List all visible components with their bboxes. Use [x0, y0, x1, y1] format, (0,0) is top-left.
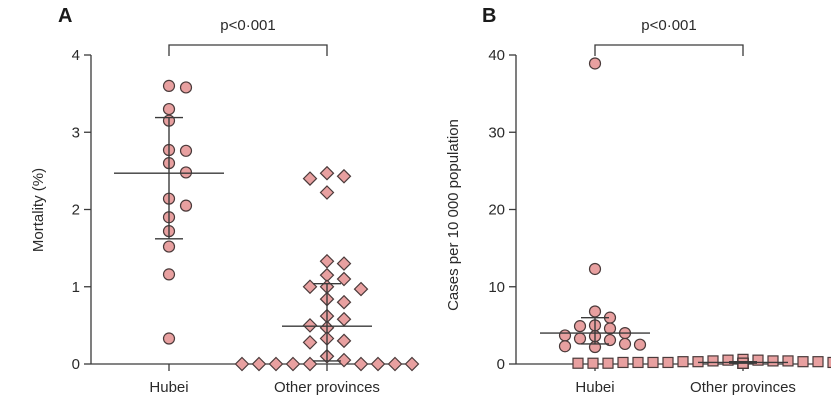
y-axis-title: Mortality (%)	[30, 168, 47, 252]
data-point	[234, 356, 250, 372]
significance-bracket	[168, 44, 328, 56]
data-point	[162, 79, 176, 93]
data-point	[797, 356, 809, 368]
y-tick-label: 0	[497, 356, 505, 373]
panel-a: A 0 1 2 3 4 Mortality (%) Hubei Other provinces p…	[30, 5, 420, 396]
data-point	[752, 354, 764, 366]
panel-letter: B	[482, 5, 496, 27]
data-point	[336, 333, 352, 349]
data-point	[602, 357, 614, 369]
data-point	[677, 356, 689, 368]
data-point	[603, 322, 617, 335]
data-point	[558, 329, 572, 342]
data-point	[573, 332, 587, 345]
data-point	[587, 357, 599, 369]
y-tick-label: 0	[72, 356, 80, 373]
data-point	[588, 305, 602, 318]
x-tick-label: Hubei	[149, 379, 188, 396]
data-point	[268, 356, 284, 372]
y-tick-label: 3	[72, 124, 80, 141]
y-tick-label: 1	[72, 279, 80, 296]
y-tick-label: 10	[488, 279, 505, 296]
y-tick-label: 4	[72, 47, 80, 64]
y-tick-label: 30	[488, 124, 505, 141]
data-point	[336, 294, 352, 310]
data-point	[632, 356, 644, 369]
data-point	[251, 356, 267, 372]
x-tick-label: Other provinces	[690, 379, 796, 396]
data-point	[558, 340, 572, 353]
data-point	[692, 356, 704, 368]
data-point	[162, 268, 176, 281]
data-point	[302, 335, 318, 350]
data-point	[179, 199, 193, 212]
data-point	[336, 168, 352, 184]
data-point	[162, 240, 176, 253]
panel-b: B 0 10 20 30 40 Cases per 10 000 population Hub…	[445, 5, 831, 396]
data-point	[827, 356, 831, 369]
significance-label: p<0·001	[641, 17, 696, 34]
data-point	[179, 144, 193, 157]
data-point	[336, 271, 352, 287]
data-point	[319, 185, 335, 200]
data-point	[782, 355, 794, 367]
data-point	[302, 356, 318, 372]
y-tick-label: 2	[72, 202, 80, 219]
y-tick-label: 20	[488, 202, 505, 219]
x-tick-label: Hubei	[575, 379, 614, 396]
data-point	[353, 356, 369, 372]
data-point	[588, 57, 602, 70]
data-point	[812, 356, 824, 368]
data-point	[603, 333, 617, 347]
y-tick-label: 40	[488, 47, 505, 64]
data-point	[302, 171, 318, 186]
data-point	[302, 318, 318, 333]
data-point	[370, 356, 386, 372]
data-point	[617, 356, 629, 369]
data-point	[722, 354, 734, 366]
data-point	[618, 337, 632, 351]
data-point	[162, 102, 176, 116]
data-point	[662, 356, 674, 369]
data-point	[285, 356, 301, 372]
data-point	[179, 81, 193, 94]
x-tick-label: Other provinces	[274, 379, 380, 396]
significance-bracket	[594, 44, 744, 56]
data-point	[387, 356, 403, 372]
data-point	[353, 281, 369, 297]
data-point	[633, 338, 647, 351]
data-point	[588, 262, 602, 276]
data-point	[179, 166, 193, 179]
data-point	[336, 256, 352, 271]
data-point	[319, 165, 335, 181]
data-point	[319, 253, 335, 269]
data-point	[162, 332, 176, 345]
panel-letter: A	[58, 5, 72, 27]
data-point	[404, 356, 420, 372]
data-point	[572, 357, 584, 369]
data-point	[336, 352, 352, 368]
data-point	[573, 320, 587, 333]
significance-label: p<0·001	[220, 17, 275, 34]
data-point	[767, 355, 779, 367]
data-point	[707, 355, 719, 367]
y-axis-title: Cases per 10 000 population	[445, 119, 462, 311]
data-point	[302, 279, 318, 295]
data-point	[336, 311, 352, 327]
data-point	[647, 356, 659, 369]
